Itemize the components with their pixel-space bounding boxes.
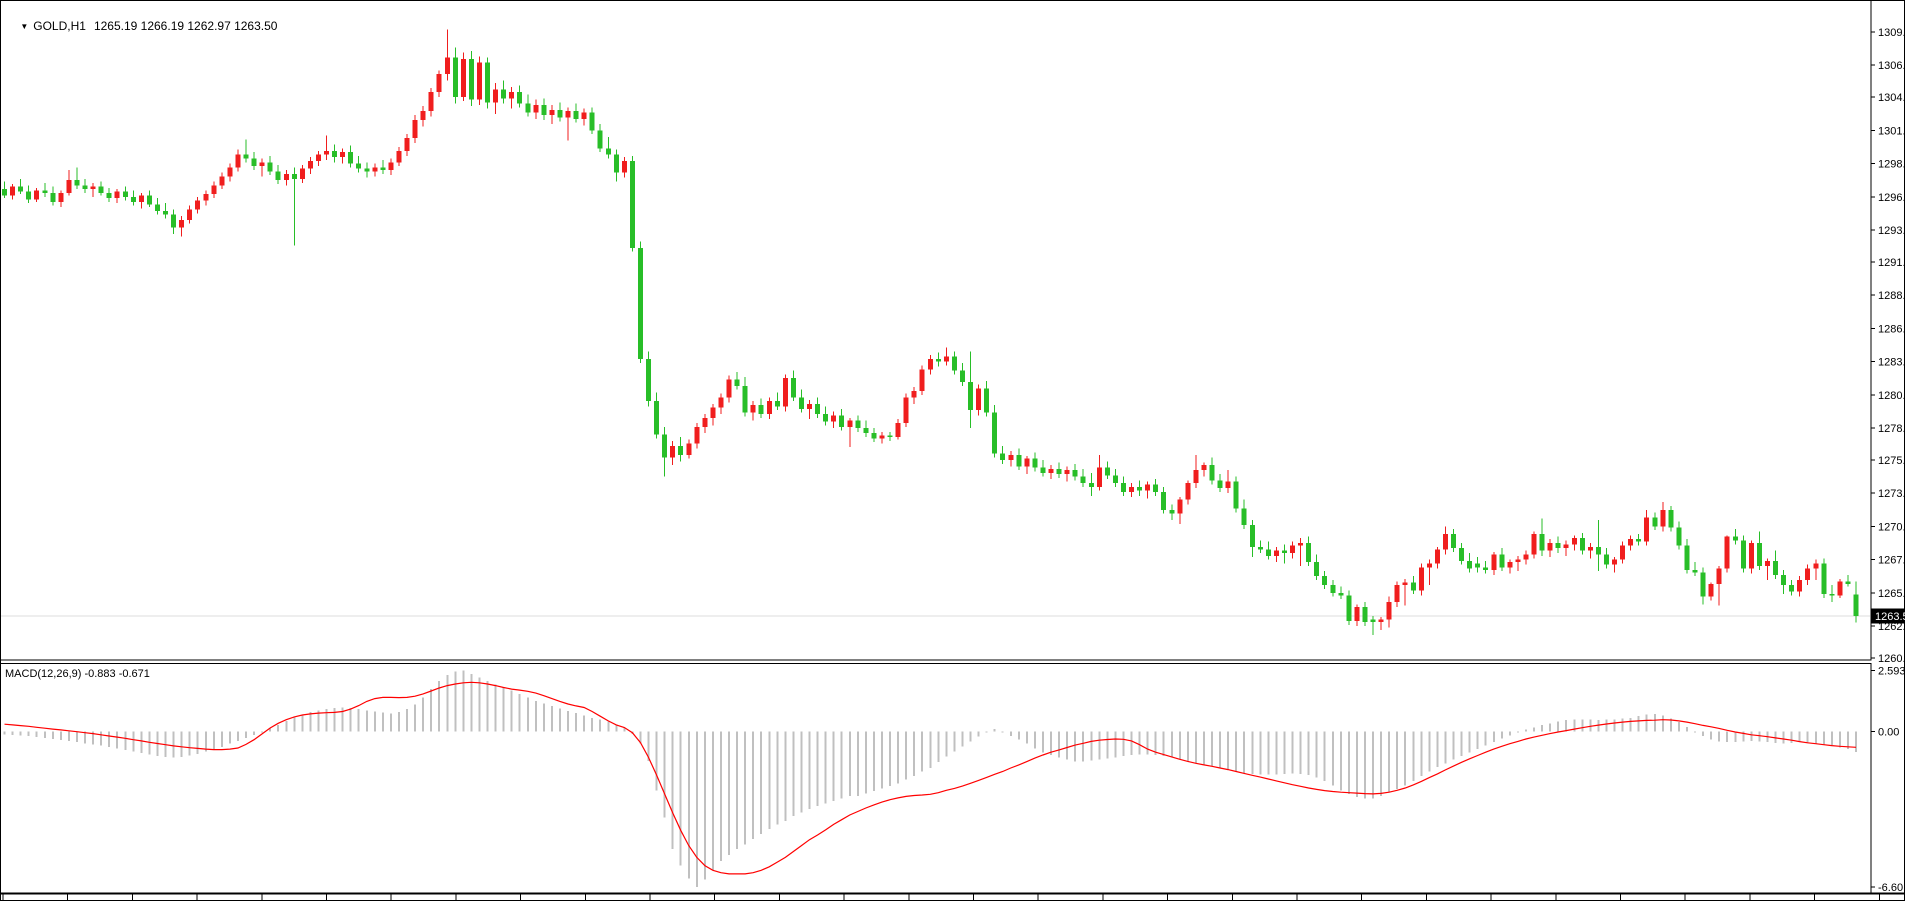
macd-histogram-series [3, 670, 1857, 887]
time-axis[interactable] [2, 894, 1880, 900]
svg-text:1309.2: 1309.2 [1878, 27, 1905, 39]
macd-indicator-label: MACD(12,26,9) -0.883 -0.671 [5, 668, 150, 680]
svg-text:1270.5: 1270.5 [1878, 521, 1905, 533]
svg-text:1280.8: 1280.8 [1878, 390, 1905, 402]
svg-text:1275.7: 1275.7 [1878, 455, 1905, 467]
svg-text:1293.7: 1293.7 [1878, 225, 1905, 237]
svg-text:1273.1: 1273.1 [1878, 488, 1905, 500]
svg-text:1283.4: 1283.4 [1878, 357, 1905, 369]
symbol-period-label: GOLD,H1 [33, 19, 86, 33]
svg-text:0.00: 0.00 [1878, 727, 1899, 739]
svg-text:1262.7: 1262.7 [1878, 621, 1905, 633]
price-axis[interactable]: 1309.2 1306.6 1304.1 1301.5 1298.9 1296.3 1293… [1871, 27, 1905, 665]
macd-axis: 2.593 0.00 -6.601 [1871, 665, 1905, 894]
candlestick-series[interactable] [2, 29, 1859, 636]
svg-text:1260.2: 1260.2 [1878, 653, 1905, 665]
svg-text:1286.0: 1286.0 [1878, 323, 1905, 335]
svg-text:1296.3: 1296.3 [1878, 192, 1905, 204]
svg-text:1278.2: 1278.2 [1878, 423, 1905, 435]
svg-text:1263.5: 1263.5 [1875, 611, 1905, 623]
svg-text:1306.6: 1306.6 [1878, 60, 1905, 72]
triangle-down-icon[interactable]: ▼ [20, 22, 29, 31]
svg-text:1301.5: 1301.5 [1878, 125, 1905, 137]
svg-text:1291.2: 1291.2 [1878, 257, 1905, 269]
svg-text:1298.9: 1298.9 [1878, 159, 1905, 171]
svg-text:1304.1: 1304.1 [1878, 92, 1905, 104]
svg-text:2.593: 2.593 [1878, 665, 1905, 677]
svg-text:-6.601: -6.601 [1878, 882, 1905, 894]
svg-text:1288.6: 1288.6 [1878, 290, 1905, 302]
macd-signal-line [4, 681, 1857, 875]
chart-title: ▼ GOLD,H1 1265.19 1266.19 1262.97 1263.50 [7, 5, 277, 47]
svg-text:1267.9: 1267.9 [1878, 555, 1905, 567]
ohlc-values: 1265.19 1266.19 1262.97 1263.50 [93, 19, 278, 33]
svg-text:1265.3: 1265.3 [1878, 588, 1905, 600]
